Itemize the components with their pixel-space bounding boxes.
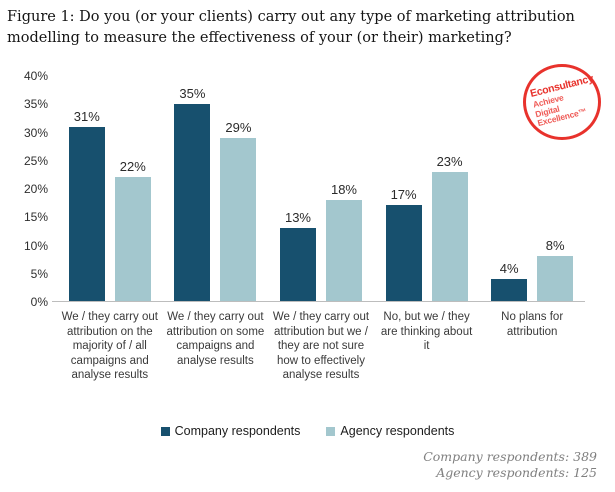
figure-title: Figure 1: Do you (or your clients) carry… [7, 7, 605, 49]
legend-label: Agency respondents [340, 424, 455, 438]
legend-item-agency: Agency respondents [326, 424, 454, 438]
bar-agency-4: 23% [431, 154, 468, 301]
x-category-label: No plans for attribution [501, 311, 564, 338]
bar-agency-3: 18% [325, 182, 362, 301]
y-tick-label: 20% [23, 182, 48, 196]
y-tick-label: 15% [23, 210, 48, 225]
bar-value-label: 22% [119, 159, 146, 175]
agency-respondents-count: Agency respondents: 125 [436, 464, 597, 480]
bar-company-2: 35% [174, 86, 211, 301]
x-category-label: We / they carry out attribution on some … [166, 311, 265, 367]
x-axis-labels: We / they carry out attribution on the m… [52, 310, 585, 383]
bar-value-label: 18% [330, 181, 357, 197]
legend-swatch [326, 426, 336, 436]
bar-group: 35% 29% [163, 76, 269, 301]
x-category-label: We / they carry out attribution on the m… [61, 311, 158, 381]
bar-agency-5: 8% [537, 238, 574, 301]
y-tick-label: 35% [23, 97, 48, 112]
company-respondents-count: Company respondents: 389 [423, 449, 597, 464]
bar-agency-1: 22% [114, 159, 151, 301]
bar-value-label: 8% [545, 238, 565, 253]
bar-group: 17% 23% [374, 76, 480, 301]
bar-value-label: 29% [225, 119, 252, 135]
figure-title-line2: modelling to measure the effectiveness o… [7, 30, 512, 46]
y-tick-label: 10% [23, 238, 48, 253]
y-tick-label: 40% [23, 69, 48, 83]
y-tick-label: 25% [23, 153, 48, 168]
y-tick-label: 30% [23, 125, 48, 140]
bar-value-label: 35% [179, 86, 206, 102]
bar-company-3: 13% [279, 210, 316, 301]
legend-item-company: Company respondents [160, 424, 301, 438]
bar-company-4: 17% [385, 187, 422, 301]
bar-value-label: 4% [499, 260, 519, 276]
bar-value-label: 17% [390, 187, 417, 203]
legend-label: Company respondents [174, 424, 301, 438]
sample-size-note: Company respondents: 389 Agency responde… [423, 449, 597, 480]
bar-value-label: 13% [284, 209, 311, 225]
bar-company-5: 4% [491, 261, 528, 301]
bar-agency-2: 29% [220, 120, 257, 301]
x-category-label: We / they carry out attribution but we /… [272, 311, 370, 381]
bar-group: 13% 18% [268, 76, 374, 301]
figure-title-line1: Figure 1: Do you (or your clients) carry… [7, 9, 575, 25]
bar-value-label: 31% [73, 108, 100, 124]
x-category-label: No, but we / they are thinking about it [380, 311, 473, 352]
bar-chart-plot-area: 31% 22% 35% 29% 13% 18% 17% 23% 4% 8% [52, 76, 585, 302]
bar-value-label: 23% [436, 153, 463, 169]
y-axis: 40% 35% 30% 25% 20% 15% 10% 5% 0% [0, 68, 48, 310]
legend-swatch [160, 426, 170, 436]
y-tick-label: 5% [30, 266, 48, 281]
chart-legend: Company respondents Agency respondents [0, 424, 615, 438]
bar-group: 31% 22% [57, 76, 163, 301]
bar-group: 4% 8% [479, 76, 585, 301]
y-tick-label: 0% [30, 295, 48, 309]
bar-company-1: 31% [68, 109, 105, 301]
econsultancy-logo: Econsultancy Achieve Digital Excellence™ [523, 64, 601, 140]
